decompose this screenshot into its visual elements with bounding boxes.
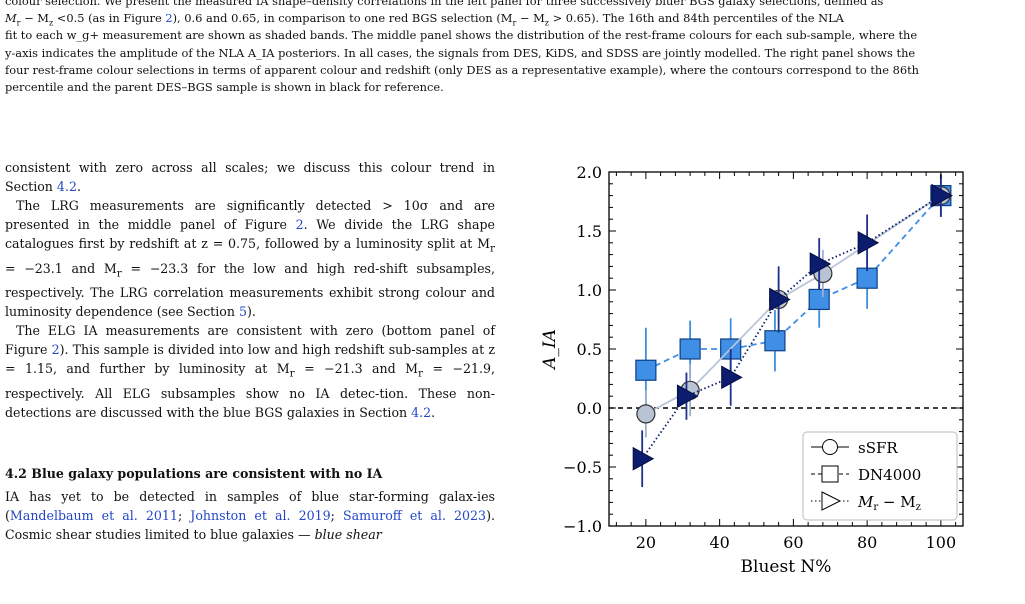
y-tick-label: 1.5	[577, 222, 602, 241]
body-text-column: consistent with zero across all scales; …	[5, 158, 495, 544]
figure-link[interactable]: 2	[51, 342, 60, 358]
y-tick-label: 1.0	[577, 281, 602, 300]
y-tick-label: 2.0	[577, 163, 602, 182]
x-tick-label: 100	[926, 533, 957, 552]
caption-line-1: colour selection. We present the measure…	[5, 0, 884, 8]
y-tick-label: −1.0	[563, 517, 602, 536]
point-marker	[857, 230, 880, 255]
point-marker	[635, 359, 657, 381]
y-tick-label: −0.5	[563, 458, 602, 477]
citation-link[interactable]: Johnston et al. 2019	[190, 507, 331, 523]
figure-link[interactable]: 2	[165, 11, 173, 26]
point-marker	[808, 288, 830, 311]
citation-link[interactable]: Mandelbaum et al. 2011	[9, 507, 178, 523]
paragraph-lrg: The LRG measurements are significantly d…	[5, 198, 495, 320]
caption-line-3: fit to each w_g+ measurement are shown a…	[5, 28, 918, 43]
section-heading: 4.2 Blue galaxy populations are consiste…	[5, 465, 383, 481]
aia-chart: 20 40 60 80 100 −1.0 −0.5 0.0 0.5 1.0 1.5 2.0 Blues…	[525, 160, 985, 604]
point-marker	[769, 287, 791, 312]
legend: sSFR DN4000 Mr − Mz	[802, 431, 958, 521]
point-marker	[721, 365, 743, 390]
x-tick-label: 60	[783, 533, 803, 552]
svg-text:sSFR: sSFR	[858, 439, 898, 457]
point-marker	[931, 183, 953, 208]
legend-item-mr-mz: Mr − Mz	[811, 491, 921, 513]
section-link[interactable]: 4.2	[411, 404, 432, 420]
point-marker	[632, 446, 655, 471]
y-axis-label: A_IA	[540, 329, 560, 371]
x-tick-label: 20	[636, 533, 656, 552]
x-tick-label: 80	[857, 533, 877, 552]
point-marker	[809, 252, 832, 276]
series-square	[635, 174, 952, 413]
caption-line-6: percentile and the parent DES–BGS sample…	[5, 80, 444, 95]
point-marker	[679, 338, 701, 360]
caption-line-5: four rest-frame colour selections in ter…	[5, 62, 920, 77]
paragraph-1: consistent with zero across all scales; …	[5, 160, 495, 194]
caption-line-2: Mr − Mz <0.5 (as in Figure 2), 0.6 and 0…	[5, 11, 844, 28]
citation-link[interactable]: Samuroff et al. 2023	[343, 507, 487, 523]
x-axis-label: Bluest N%	[741, 557, 832, 577]
point-marker	[636, 404, 656, 424]
legend-item-ssfr: sSFR	[811, 439, 898, 457]
svg-text:Mr − Mz: Mr − Mz	[857, 493, 921, 513]
section-link[interactable]: 5	[238, 304, 247, 320]
caption-line-4: y-axis indicates the amplitude of the NL…	[5, 45, 916, 60]
legend-item-dn4000: DN4000	[811, 465, 921, 484]
series-triangle-right	[632, 174, 953, 488]
point-marker	[676, 384, 699, 409]
y-tick-label: 0.0	[577, 399, 602, 418]
svg-text:DN4000: DN4000	[858, 466, 921, 484]
chart-svg: 20 40 60 80 100 −1.0 −0.5 0.0 0.5 1.0 1.5 2.0 Blues…	[540, 163, 964, 577]
section-link[interactable]: 4.2	[56, 179, 77, 194]
point-marker	[764, 330, 786, 352]
point-marker	[856, 267, 878, 289]
figure-caption: colour selection. We present the measure…	[5, 0, 1020, 96]
paragraph-blue: IA has yet to be detected in samples of …	[5, 488, 495, 542]
figure-link[interactable]: 2	[295, 217, 304, 232]
x-tick-label: 40	[709, 533, 729, 552]
y-tick-label: 0.5	[577, 340, 602, 359]
paragraph-elg: The ELG IA measurements are consistent w…	[5, 323, 495, 420]
